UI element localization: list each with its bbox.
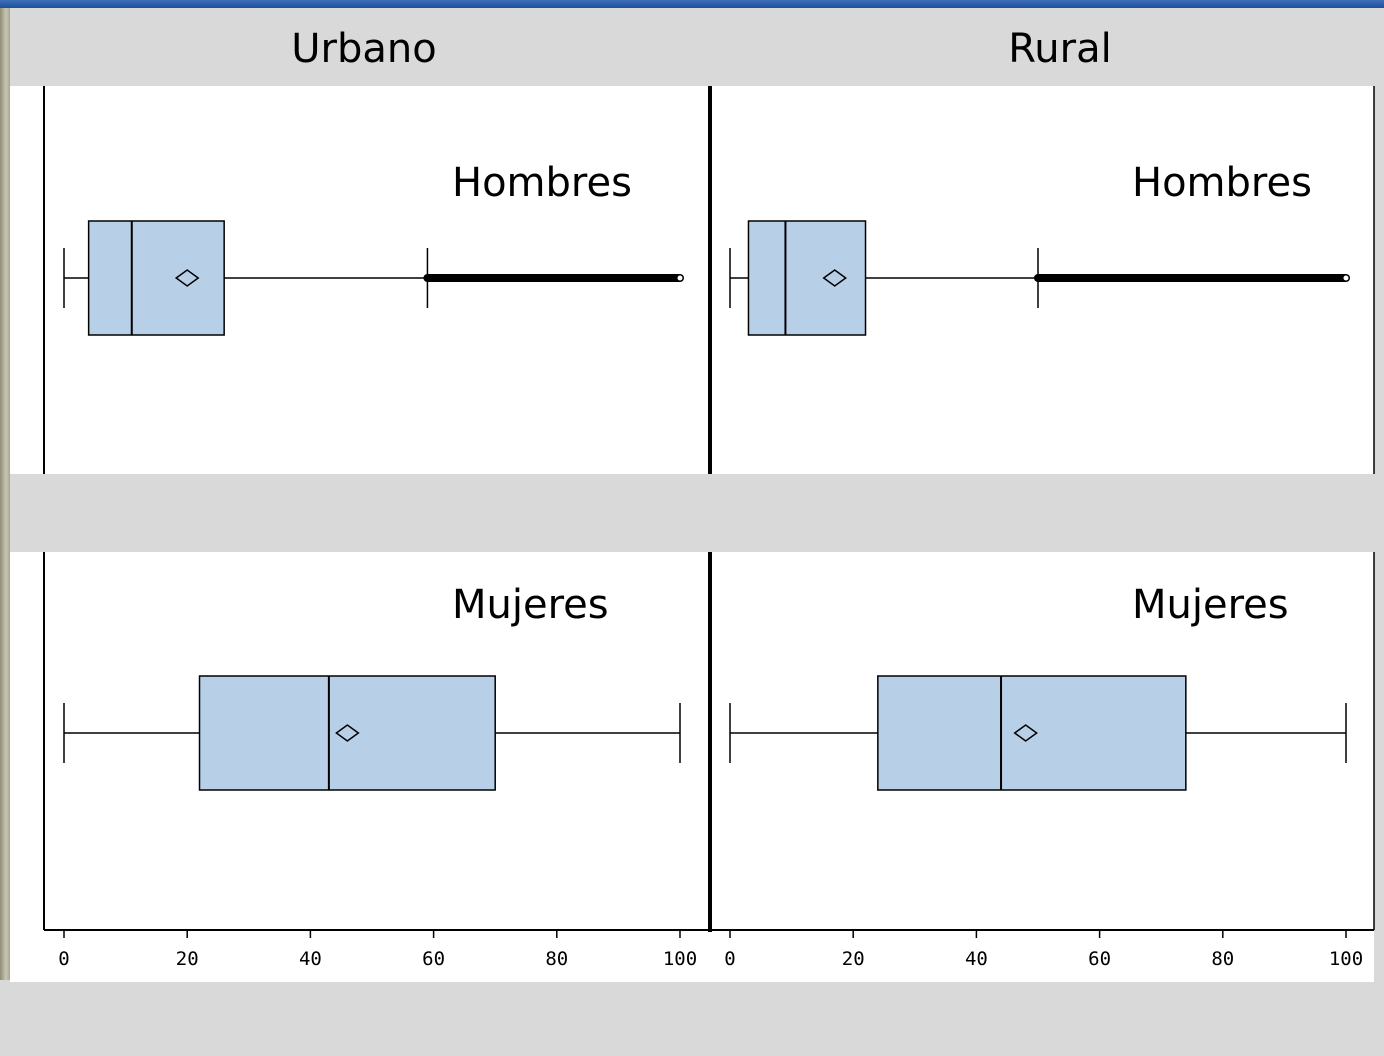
mean-marker-rural-mujeres [1013, 724, 1038, 742]
x-tick-label-urbano-80: 80 [545, 948, 568, 970]
mean-marker-rural-hombres [822, 269, 847, 287]
top-bar [0, 0, 1384, 8]
x-tick-label-rural-0: 0 [724, 948, 735, 970]
panel-label-hombres-rural: Hombres [1132, 160, 1312, 206]
panel-gap-band [10, 474, 1374, 552]
column-title-rural: Rural [1008, 26, 1111, 72]
outlier-end-urbano-hombres [676, 274, 684, 282]
box-rural-hombres [747, 220, 867, 336]
x-tick-label-rural-20: 20 [842, 948, 865, 970]
x-tick-label-urbano-0: 0 [58, 948, 69, 970]
boxplot-marks [63, 220, 1350, 791]
panel-label-hombres-urbano: Hombres [452, 160, 632, 206]
x-tick-label-rural-60: 60 [1088, 948, 1111, 970]
x-tick-label-urbano-60: 60 [422, 948, 445, 970]
x-tick-label-rural-40: 40 [965, 948, 988, 970]
x-tick-label-urbano-40: 40 [299, 948, 322, 970]
x-tick-label-urbano-100: 100 [663, 948, 697, 970]
box-urbano-mujeres [198, 675, 496, 791]
panel-label-mujeres-urbano: Mujeres [452, 582, 609, 628]
left-edge-strip [0, 8, 10, 980]
box-rural-mujeres [877, 675, 1187, 791]
outlier-end-rural-hombres [1342, 274, 1350, 282]
x-axis-ticks: 0 20 40 60 80 100 0 20 40 60 80 100 [58, 930, 1363, 970]
column-title-band [10, 10, 1374, 86]
column-title-urbano: Urbano [291, 26, 436, 72]
panel-label-mujeres-rural: Mujeres [1132, 582, 1289, 628]
mean-marker-urbano-hombres [174, 269, 200, 287]
mean-marker-urbano-mujeres [335, 724, 360, 742]
x-tick-label-rural-100: 100 [1329, 948, 1363, 970]
box-urbano-hombres [87, 220, 225, 336]
x-tick-label-urbano-20: 20 [176, 948, 199, 970]
x-tick-label-rural-80: 80 [1211, 948, 1234, 970]
